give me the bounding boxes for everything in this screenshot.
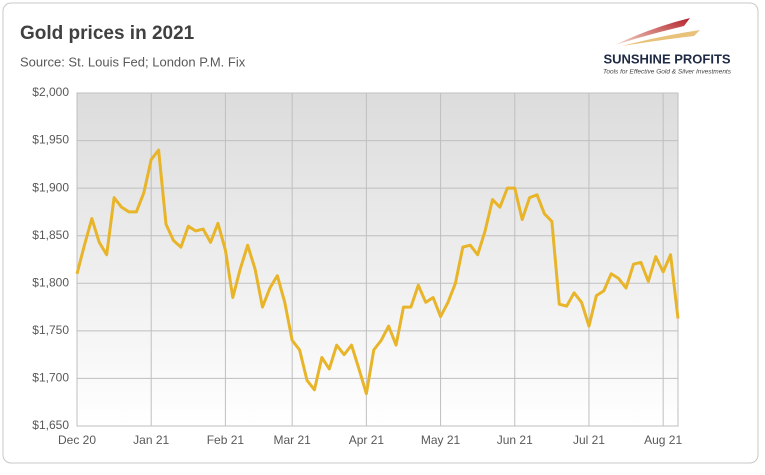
y-tick-label: $1,900 [32, 180, 69, 194]
chart-title: Gold prices in 2021 [20, 23, 195, 44]
logo-name: SUNSHINE PROFITS [603, 51, 730, 66]
x-tick-label: Apr 21 [349, 433, 385, 447]
plot-border [76, 92, 679, 427]
x-tick-label: Feb 21 [207, 433, 245, 447]
x-tick-label: Aug 21 [644, 433, 682, 447]
x-tick-label: Jun 21 [497, 433, 533, 447]
logo-swoosh [615, 18, 690, 45]
grid [76, 92, 679, 427]
x-tick-label: Jan 21 [133, 433, 169, 447]
y-tick-label: $2,000 [32, 85, 69, 99]
y-tick-label: $1,800 [32, 275, 69, 289]
logo-tagline: Tools for Effective Gold & Silver Invest… [603, 69, 732, 76]
logo-swoosh [622, 30, 700, 46]
y-tick-label: $1,650 [32, 418, 69, 432]
y-tick-label: $1,750 [32, 323, 69, 337]
chart-subtitle: Source: St. Louis Fed; London P.M. Fix [20, 54, 246, 69]
x-tick-label: Mar 21 [273, 433, 311, 447]
plot-area [77, 93, 678, 426]
y-tick-label: $1,950 [32, 133, 69, 147]
x-tick-label: Dec 20 [58, 433, 96, 447]
marks [75, 148, 680, 396]
y-tick-label: $1,700 [32, 371, 69, 385]
price-line [75, 148, 680, 396]
y-tick-label: $1,850 [32, 228, 69, 242]
x-tick-label: May 21 [421, 433, 461, 447]
x-tick-label: Jul 21 [573, 433, 605, 447]
